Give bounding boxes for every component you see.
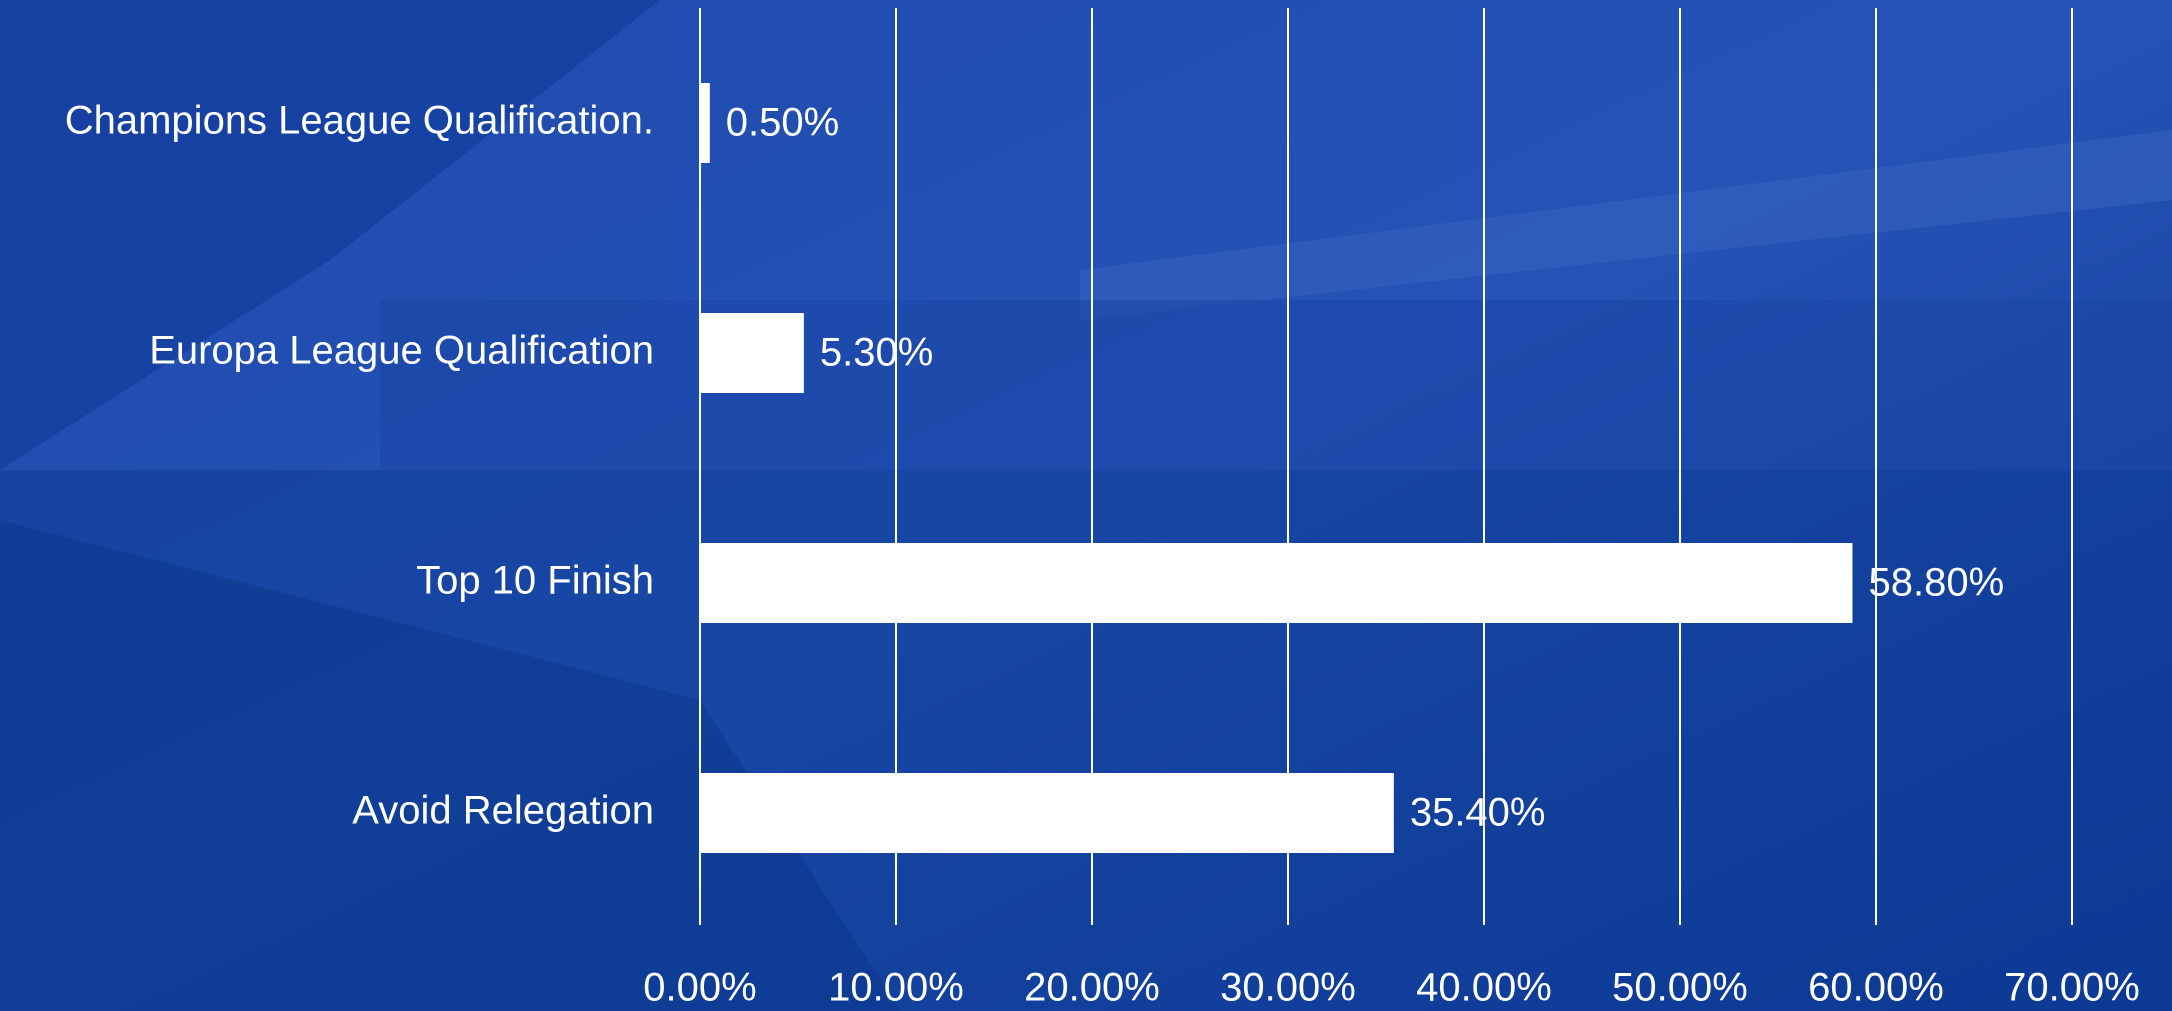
y-tick-label: Avoid Relegation xyxy=(352,789,654,833)
y-tick-label: Champions League Qualification. xyxy=(65,99,654,143)
x-tick-label: 60.00% xyxy=(1808,966,1944,1010)
stands xyxy=(380,300,2172,470)
data-label: 58.80% xyxy=(1868,561,2004,605)
bar xyxy=(700,83,710,163)
x-tick-label: 20.00% xyxy=(1024,966,1160,1010)
x-tick-label: 50.00% xyxy=(1612,966,1748,1010)
x-tick-label: 70.00% xyxy=(2004,966,2140,1010)
bar xyxy=(700,543,1853,623)
stand-roof-right xyxy=(1080,130,2172,320)
bar xyxy=(700,313,804,393)
foreground xyxy=(0,520,900,1011)
x-tick-label: 40.00% xyxy=(1416,966,1552,1010)
bar xyxy=(700,773,1394,853)
x-tick-label: 0.00% xyxy=(643,966,756,1010)
x-tick-label: 30.00% xyxy=(1220,966,1356,1010)
data-label: 35.40% xyxy=(1410,791,1546,835)
x-tick-label: 10.00% xyxy=(828,966,964,1010)
y-tick-label: Top 10 Finish xyxy=(416,559,654,603)
y-tick-label: Europa League Qualification xyxy=(149,329,654,373)
data-label: 0.50% xyxy=(726,101,839,145)
stand-roof xyxy=(0,0,660,470)
data-label: 5.30% xyxy=(820,331,933,375)
